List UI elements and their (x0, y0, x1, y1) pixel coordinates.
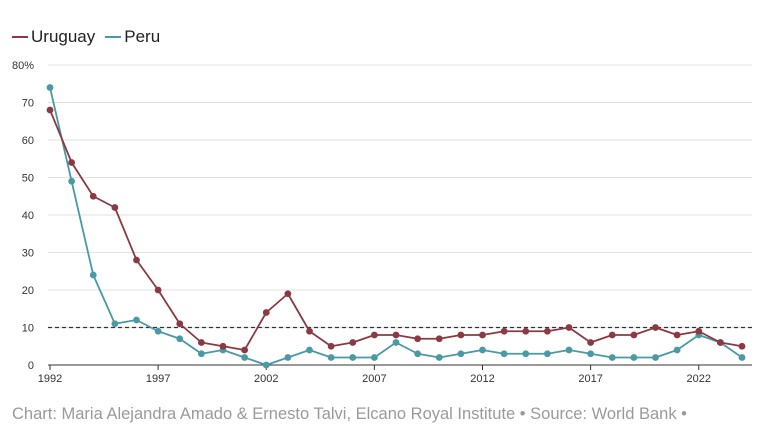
data-point-peru (565, 346, 573, 354)
data-point-peru (197, 350, 205, 358)
data-point-peru (587, 350, 595, 358)
data-point-peru (500, 350, 508, 358)
data-point-uruguay (587, 339, 595, 346)
data-point-uruguay (716, 339, 724, 346)
data-point-peru (392, 339, 400, 346)
data-point-peru (154, 327, 162, 335)
data-point-uruguay (176, 320, 184, 328)
series-line-uruguay (49, 109, 743, 351)
data-point-uruguay (630, 331, 638, 339)
y-tick-label: 20 (22, 285, 34, 297)
data-point-uruguay (133, 256, 140, 264)
data-point-peru (133, 316, 140, 324)
data-point-peru (630, 354, 638, 361)
y-tick-label: 80% (12, 60, 34, 72)
data-point-peru (89, 271, 97, 279)
y-tick-label: 60 (22, 135, 34, 147)
data-point-peru (111, 320, 119, 328)
data-point-uruguay (306, 327, 313, 335)
data-point-peru (738, 354, 746, 361)
x-tick-label: 1997 (146, 373, 170, 385)
x-tick-label: 2012 (470, 373, 494, 385)
data-point-uruguay (673, 331, 681, 339)
data-point-uruguay (154, 286, 162, 294)
data-point-uruguay (500, 327, 508, 335)
y-tick-label: 40 (22, 210, 34, 222)
data-point-peru (457, 350, 465, 358)
data-point-uruguay (457, 331, 465, 339)
data-point-peru (522, 350, 530, 358)
series-line-peru (49, 87, 743, 366)
data-point-uruguay (695, 327, 703, 335)
y-tick-label: 30 (22, 248, 34, 260)
data-point-peru (68, 177, 76, 185)
data-point-uruguay (652, 324, 659, 331)
data-point-peru (673, 346, 681, 354)
legend-swatch (105, 36, 122, 38)
data-point-uruguay (435, 335, 443, 343)
x-tick-label: 2002 (254, 373, 278, 385)
data-point-uruguay (46, 106, 54, 114)
data-point-uruguay (565, 324, 573, 331)
data-point-peru (543, 350, 551, 358)
data-point-peru (349, 354, 357, 361)
data-point-peru (46, 84, 54, 91)
data-point-peru (284, 354, 292, 361)
data-point-peru (652, 354, 659, 361)
legend-label: Uruguay (31, 27, 96, 46)
data-point-uruguay (262, 309, 270, 316)
data-point-uruguay (111, 204, 119, 211)
data-point-uruguay (349, 339, 357, 346)
data-point-peru (608, 354, 616, 361)
x-tick-label: 1992 (38, 373, 62, 385)
data-point-peru (176, 335, 184, 343)
legend-swatch (12, 36, 28, 38)
data-point-uruguay (738, 342, 746, 350)
data-point-uruguay (414, 335, 422, 343)
data-point-uruguay (608, 331, 616, 339)
x-tick-label: 2007 (362, 373, 386, 385)
y-tick-label: 0 (28, 360, 34, 372)
legend: Uruguay Peru (12, 27, 160, 47)
data-point-peru (241, 354, 249, 361)
data-point-peru (327, 354, 335, 361)
data-point-uruguay (68, 159, 76, 166)
y-tick-label: 50 (22, 173, 34, 185)
data-point-peru (435, 354, 443, 361)
chart-footer: Chart: Maria Alejandra Amado & Ernesto T… (12, 405, 687, 423)
data-point-uruguay (543, 327, 551, 335)
legend-item-uruguay: Uruguay (12, 27, 95, 47)
x-tick-label: 2017 (578, 373, 602, 385)
data-point-uruguay (197, 339, 205, 346)
data-point-uruguay (370, 331, 378, 339)
data-point-uruguay (392, 331, 400, 339)
data-point-uruguay (284, 290, 292, 298)
data-point-peru (306, 346, 313, 354)
data-point-uruguay (479, 331, 486, 339)
data-point-uruguay (219, 342, 227, 350)
y-tick-label: 70 (22, 98, 34, 110)
y-tick-label: 10 (22, 323, 34, 335)
legend-label: Peru (124, 27, 161, 46)
data-point-peru (262, 361, 270, 369)
x-tick-label: 2022 (687, 373, 711, 385)
data-point-uruguay (89, 192, 97, 200)
data-point-uruguay (241, 346, 249, 354)
data-point-peru (370, 354, 378, 361)
data-point-peru (479, 346, 486, 354)
data-point-uruguay (522, 327, 530, 335)
legend-item-peru: Peru (105, 27, 160, 47)
data-point-uruguay (327, 342, 335, 350)
data-point-peru (414, 350, 422, 358)
